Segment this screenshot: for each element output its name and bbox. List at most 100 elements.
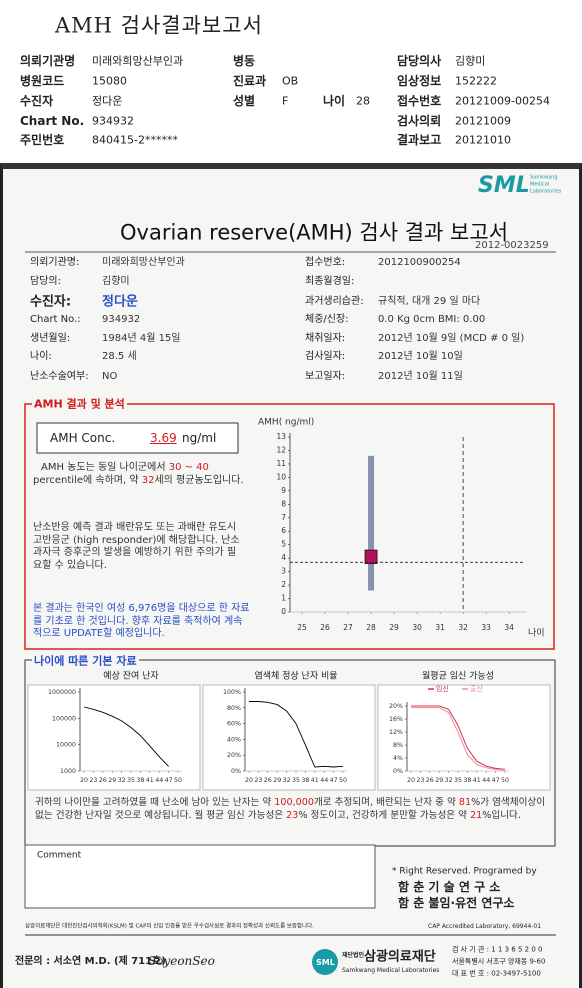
x-tick-label: 32 <box>445 777 453 784</box>
panel <box>27 684 201 791</box>
field-label: 담당의사 <box>397 54 442 68</box>
foundation-tag: 재단법인 <box>342 952 365 959</box>
y-tick-label: 0% <box>393 768 403 775</box>
signature: SoyeonSeo <box>148 954 215 968</box>
x-axis-label: 나이 <box>528 628 545 639</box>
analysis-box <box>24 403 555 650</box>
info-label: 의뢰기관명: <box>30 257 80 268</box>
y-tick-label: 16% <box>389 716 403 723</box>
x-tick-label: 25 <box>297 623 307 632</box>
x-tick-label: 38 <box>463 777 471 784</box>
contact: 서울특별시 서초구 양재동 9-60 <box>452 957 546 966</box>
y-tick-label: 100% <box>223 689 241 696</box>
cap: CAP Accredited Laboratory, 69944-01 <box>428 923 542 930</box>
chart-title: 염색체 정상 난자 비율 <box>254 671 337 682</box>
field-label: 병동 <box>233 54 256 68</box>
y-tick-label: 60% <box>227 721 241 728</box>
info-label: 검사일자: <box>305 351 346 362</box>
y-tick-label: 10 <box>276 472 286 481</box>
info-value: 미래와희망산부인과 <box>102 257 185 268</box>
y-tick-label: 0 <box>281 607 286 616</box>
x-tick-label: 29 <box>273 777 281 784</box>
panel <box>202 684 376 791</box>
logo-sub: Laboratories <box>530 188 562 195</box>
x-tick-label: 29 <box>435 777 443 784</box>
x-tick-label: 31 <box>435 623 445 632</box>
x-tick-label: 50 <box>339 777 347 784</box>
text: 귀하의 나이만을 고려하였을 때 난소에 남아 있는 난자는 약 <box>35 797 275 808</box>
field-label: 임상정보 <box>397 74 442 88</box>
x-tick-label: 27 <box>343 623 353 632</box>
field-value: 김향미 <box>455 54 486 68</box>
range-bar <box>368 455 375 591</box>
info-value: 2012년 10월 11일 <box>378 371 463 382</box>
field-label: 진료과 <box>233 74 267 88</box>
x-tick-label: 50 <box>174 777 182 784</box>
info-label: 담당의: <box>30 276 61 287</box>
x-tick-label: 44 <box>155 777 163 784</box>
logo-sub: Samkwang <box>530 174 558 181</box>
legend-label: 출산 <box>470 684 483 693</box>
field-label: 성별 <box>233 94 256 108</box>
y-tick-label: 1000000 <box>48 689 76 696</box>
y-tick-label: 3 <box>281 567 286 576</box>
x-tick-label: 33 <box>481 623 491 632</box>
credit: 함 춘 불임·유전 연구소 <box>398 896 515 910</box>
y-tick-label: 12% <box>389 729 403 736</box>
info-value: 934932 <box>102 314 141 325</box>
contact: 대 표 번 호 : 02-3497-5100 <box>452 969 541 978</box>
y-tick-label: 20% <box>389 703 403 710</box>
info-label: 체중/신장: <box>305 314 349 325</box>
iqr-box <box>364 549 378 564</box>
field-label: Chart No. <box>20 114 85 128</box>
y-tick-label: 9 <box>281 486 286 495</box>
info-value: 정다운 <box>102 294 138 310</box>
y-tick-label: 2 <box>281 580 286 589</box>
text: %입니다. <box>482 809 521 821</box>
field-value: 152222 <box>455 74 497 88</box>
x-tick-label: 23 <box>416 777 424 784</box>
comment-label: Comment <box>37 850 82 861</box>
field-value: 20121010 <box>455 133 511 147</box>
contact: 검 사 기 관 : 1 1 3 6 5 2 0 0 <box>452 945 543 954</box>
x-tick-label: 20 <box>407 777 415 784</box>
foundation: 삼광의료재단 <box>364 949 436 965</box>
y-tick-label: 80% <box>227 705 241 712</box>
y-tick-label: 100000 <box>52 715 76 722</box>
x-tick-label: 30 <box>412 623 422 632</box>
y-tick-label: 13 <box>276 432 286 441</box>
info-label: 나이: <box>30 351 52 362</box>
x-tick-label: 47 <box>165 777 173 784</box>
legend-label: 임신 <box>436 684 449 693</box>
info-label: 생년월일: <box>30 333 71 344</box>
highlight: 30 ~ 40 <box>168 462 209 473</box>
x-tick-label: 34 <box>504 623 514 632</box>
y-tick-label: 1000 <box>60 768 76 775</box>
field-label: 수진자 <box>20 94 54 108</box>
y-tick-label: 12 <box>276 445 286 454</box>
x-tick-label: 32 <box>458 623 468 632</box>
x-tick-label: 26 <box>426 777 434 784</box>
data-line <box>249 701 344 768</box>
conc-box <box>36 422 239 454</box>
info-value: NO <box>102 371 118 382</box>
y-tick-label: 6 <box>281 526 286 535</box>
credit: 함 춘 기 술 연 구 소 <box>398 880 501 894</box>
logo-sub: Medical <box>530 181 550 188</box>
chart-title: 월평균 임신 가능성 <box>422 670 494 682</box>
text: % 정도이고, 건강하게 분만할 가능성은 약 <box>298 809 471 821</box>
x-tick-label: 29 <box>108 777 116 784</box>
info-label: 채취일자: <box>305 333 346 344</box>
info-value: 1984년 4월 15일 <box>102 333 181 344</box>
highlight: 32 <box>141 474 155 486</box>
field-value: 934932 <box>92 114 134 128</box>
comment-box <box>24 844 376 909</box>
text: AMH 농도는 동일 나이군에서 <box>41 462 169 473</box>
info-value: 2012100900254 <box>378 257 461 268</box>
field-value: F <box>282 94 289 108</box>
info-value: 2012년 10월 10일 <box>378 351 463 362</box>
field-value: 20121009 <box>455 114 511 128</box>
info-value: 28.5 세 <box>102 351 137 362</box>
